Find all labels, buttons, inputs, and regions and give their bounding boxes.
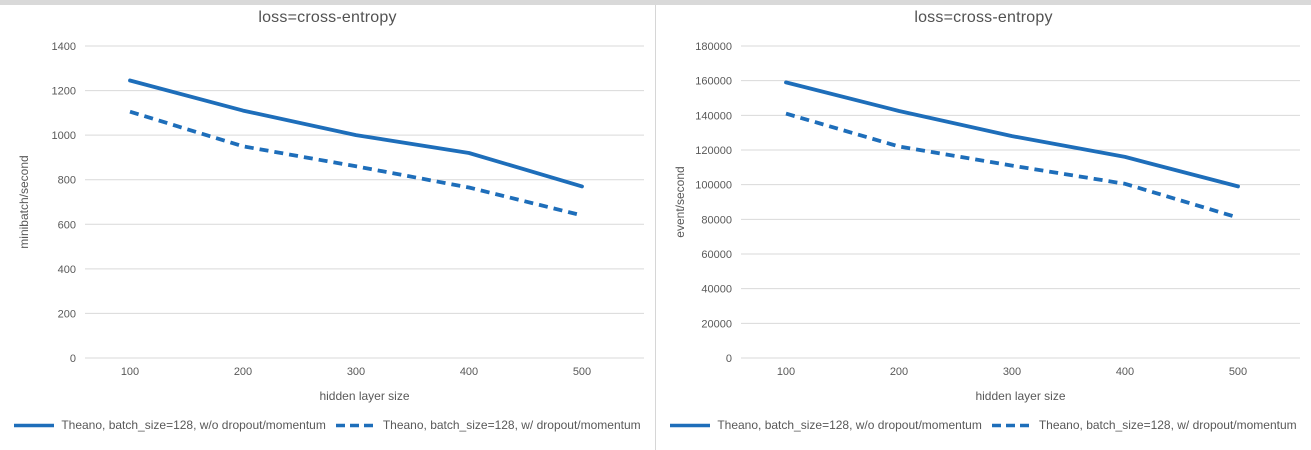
panel-divider (655, 0, 656, 450)
y-tick-label: 400 (58, 264, 76, 276)
legend-label: Theano, batch_size=128, w/o dropout/mome… (717, 418, 982, 432)
legend: Theano, batch_size=128, w/o dropout/mome… (656, 418, 1311, 432)
series-line-dashed (129, 109, 583, 218)
y-tick-label: 120000 (695, 145, 732, 157)
solid-line-sample (670, 423, 711, 427)
x-tick-label: 100 (121, 366, 139, 378)
chart-panel-left: loss=cross-entropy minibatch/second 0 200… (0, 0, 655, 450)
x-tick-label: 500 (1229, 366, 1247, 378)
y-tick-label: 140000 (695, 110, 732, 122)
chart-title: loss=cross-entropy (258, 9, 397, 26)
y-tick-label: 180000 (695, 41, 732, 53)
dashed-line-sample (335, 423, 376, 427)
legend-item: Theano, batch_size=128, w/o dropout/mome… (14, 418, 326, 432)
y-tick-label: 0 (70, 353, 76, 365)
y-tick-label: 80000 (701, 214, 732, 226)
legend-label: Theano, batch_size=128, w/ dropout/momen… (382, 418, 641, 432)
x-tick-label: 500 (573, 366, 591, 378)
y-tick-label: 1200 (52, 86, 76, 98)
y-tick-label: 160000 (695, 76, 732, 88)
x-tick-label: 300 (347, 366, 365, 378)
legend: Theano, batch_size=128, w/o dropout/mome… (0, 418, 655, 432)
x-axis-title: hidden layer size (975, 389, 1066, 403)
series-line-solid (128, 78, 584, 189)
legend-label: Theano, batch_size=128, w/ dropout/momen… (1038, 418, 1297, 432)
y-tick-label: 1000 (52, 130, 76, 142)
window-top-edge (0, 0, 1311, 5)
y-tick-label: 40000 (701, 284, 732, 296)
legend-item: Theano, batch_size=128, w/ dropout/momen… (335, 418, 641, 432)
x-tick-label: 200 (890, 366, 908, 378)
dashed-line-sample (991, 423, 1032, 427)
legend-item: Theano, batch_size=128, w/ dropout/momen… (991, 418, 1297, 432)
solid-line-sample (14, 423, 55, 427)
y-tick-label: 1400 (52, 41, 76, 53)
x-tick-label: 400 (460, 366, 478, 378)
plot-area: 0 200 400 600 800 1000 1200 1400 100 200 300 400 500 (52, 41, 644, 378)
y-tick-label: 60000 (701, 249, 732, 261)
chart-panel-right: loss=cross-entropy event/second 0 20000 40… (656, 0, 1311, 450)
x-tick-label: 300 (1003, 366, 1021, 378)
x-tick-label: 200 (234, 366, 252, 378)
chart-title: loss=cross-entropy (914, 9, 1053, 26)
plot-area: 0 20000 40000 60000 80000 100000 120000 140000 1… (695, 41, 1300, 378)
y-tick-label: 600 (58, 219, 76, 231)
y-tick-label: 800 (58, 175, 76, 187)
x-axis-title: hidden layer size (319, 389, 410, 403)
y-tick-label: 0 (726, 353, 732, 365)
series-line-solid (784, 80, 1240, 189)
x-tick-label: 400 (1116, 366, 1134, 378)
y-tick-label: 100000 (695, 180, 732, 192)
legend-label: Theano, batch_size=128, w/o dropout/mome… (61, 418, 326, 432)
x-tick-label: 100 (777, 366, 795, 378)
y-tick-label: 200 (58, 308, 76, 320)
legend-item: Theano, batch_size=128, w/o dropout/mome… (670, 418, 982, 432)
series-line-dashed (785, 111, 1239, 220)
y-tick-label: 20000 (701, 318, 732, 330)
